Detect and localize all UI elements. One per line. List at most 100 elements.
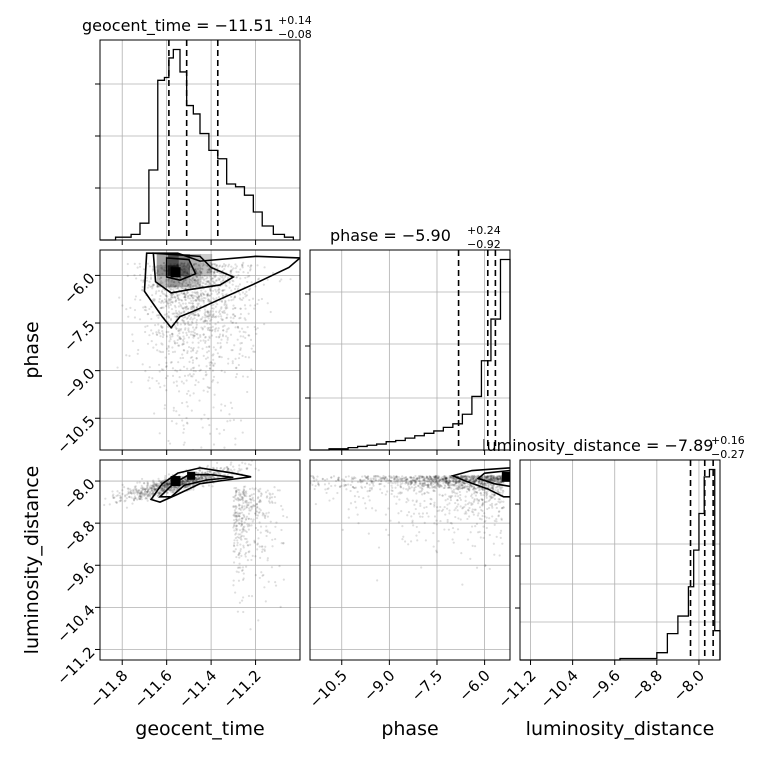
sample-point: [218, 309, 221, 312]
sample-point: [138, 318, 142, 321]
sample-point: [178, 277, 182, 280]
sample-point: [150, 489, 154, 492]
sample-point: [232, 495, 235, 499]
sample-point: [203, 475, 206, 478]
sample-point: [185, 480, 188, 483]
sample-point: [212, 358, 215, 361]
sample-point: [266, 489, 269, 492]
sample-point: [498, 477, 501, 480]
sample-point: [473, 479, 476, 483]
sample-point: [390, 492, 393, 496]
sample-point: [234, 527, 238, 530]
sample-point: [205, 476, 208, 480]
sample-point: [216, 270, 219, 274]
sample-point: [229, 333, 233, 336]
sample-point: [239, 419, 243, 422]
sample-point: [150, 489, 153, 492]
sample-point: [185, 480, 189, 483]
sample-point: [241, 528, 244, 531]
sample-point: [431, 486, 434, 489]
sample-point: [371, 482, 375, 485]
sample-point: [238, 469, 242, 472]
sample-point: [395, 480, 398, 483]
sample-point: [191, 305, 194, 309]
sample-point: [245, 530, 248, 534]
sample-point: [198, 298, 201, 301]
sample-point: [494, 476, 498, 479]
sample-point: [491, 515, 494, 518]
sample-point: [152, 346, 155, 349]
sample-point: [228, 281, 231, 284]
sample-point: [192, 276, 195, 279]
sample-point: [166, 483, 169, 486]
sample-point: [233, 287, 237, 291]
sample-point: [157, 329, 160, 332]
sample-point: [337, 477, 340, 480]
sample-point: [174, 369, 177, 372]
y-tick-label: −7.5: [60, 317, 98, 355]
sample-point: [199, 468, 202, 472]
sample-point: [492, 474, 495, 478]
sample-point: [457, 488, 460, 491]
sample-point: [374, 509, 377, 512]
sample-point: [257, 537, 260, 540]
x-tick-label: −8.0: [670, 666, 708, 704]
sample-point: [159, 481, 162, 484]
sample-point: [351, 485, 355, 489]
sample-point: [419, 480, 422, 483]
sample-point: [267, 500, 271, 503]
sample-point: [453, 484, 456, 487]
sample-point: [233, 541, 236, 545]
sample-point: [148, 334, 151, 337]
sample-point: [185, 481, 188, 484]
sample-point: [427, 478, 430, 481]
sample-point: [240, 327, 244, 330]
sample-point: [184, 486, 188, 489]
sample-point: [494, 478, 497, 481]
sample-point: [221, 274, 225, 277]
sample-point: [489, 478, 492, 481]
sample-point: [466, 538, 470, 541]
sample-point: [168, 482, 171, 485]
sample-point: [438, 481, 441, 484]
sample-point: [458, 480, 461, 483]
sample-point: [140, 498, 143, 501]
sample-point: [183, 279, 186, 282]
sample-point: [501, 491, 504, 494]
sample-point: [262, 283, 265, 286]
sample-point: [141, 486, 144, 490]
sample-point: [219, 409, 223, 412]
sample-point: [374, 474, 377, 478]
sample-point: [177, 297, 180, 300]
sample-point: [167, 311, 170, 314]
sample-point: [168, 442, 172, 445]
sample-point: [240, 522, 243, 525]
sample-point: [151, 485, 154, 488]
x-tick-label: −6.0: [455, 666, 493, 704]
sample-point: [235, 373, 239, 376]
sample-point: [392, 476, 395, 479]
sample-point: [462, 481, 465, 485]
density-cell: [167, 276, 179, 288]
sample-point: [379, 488, 382, 491]
sample-point: [467, 485, 471, 488]
sample-point: [204, 340, 207, 343]
sample-point: [336, 478, 340, 482]
sample-point: [160, 300, 164, 303]
sample-point: [407, 485, 411, 488]
sample-point: [164, 486, 167, 489]
sample-point: [411, 478, 415, 481]
sample-point: [214, 471, 217, 474]
sample-point: [239, 312, 243, 316]
sample-point: [340, 478, 344, 481]
sample-point: [146, 490, 149, 494]
sample-point: [393, 495, 396, 498]
sample-point: [485, 475, 489, 479]
sample-point: [482, 536, 485, 539]
sample-point: [235, 515, 238, 518]
sample-point: [259, 499, 262, 502]
sample-point: [424, 479, 427, 482]
sample-point: [151, 287, 154, 290]
sample-point: [390, 489, 393, 492]
sample-point: [210, 279, 213, 282]
